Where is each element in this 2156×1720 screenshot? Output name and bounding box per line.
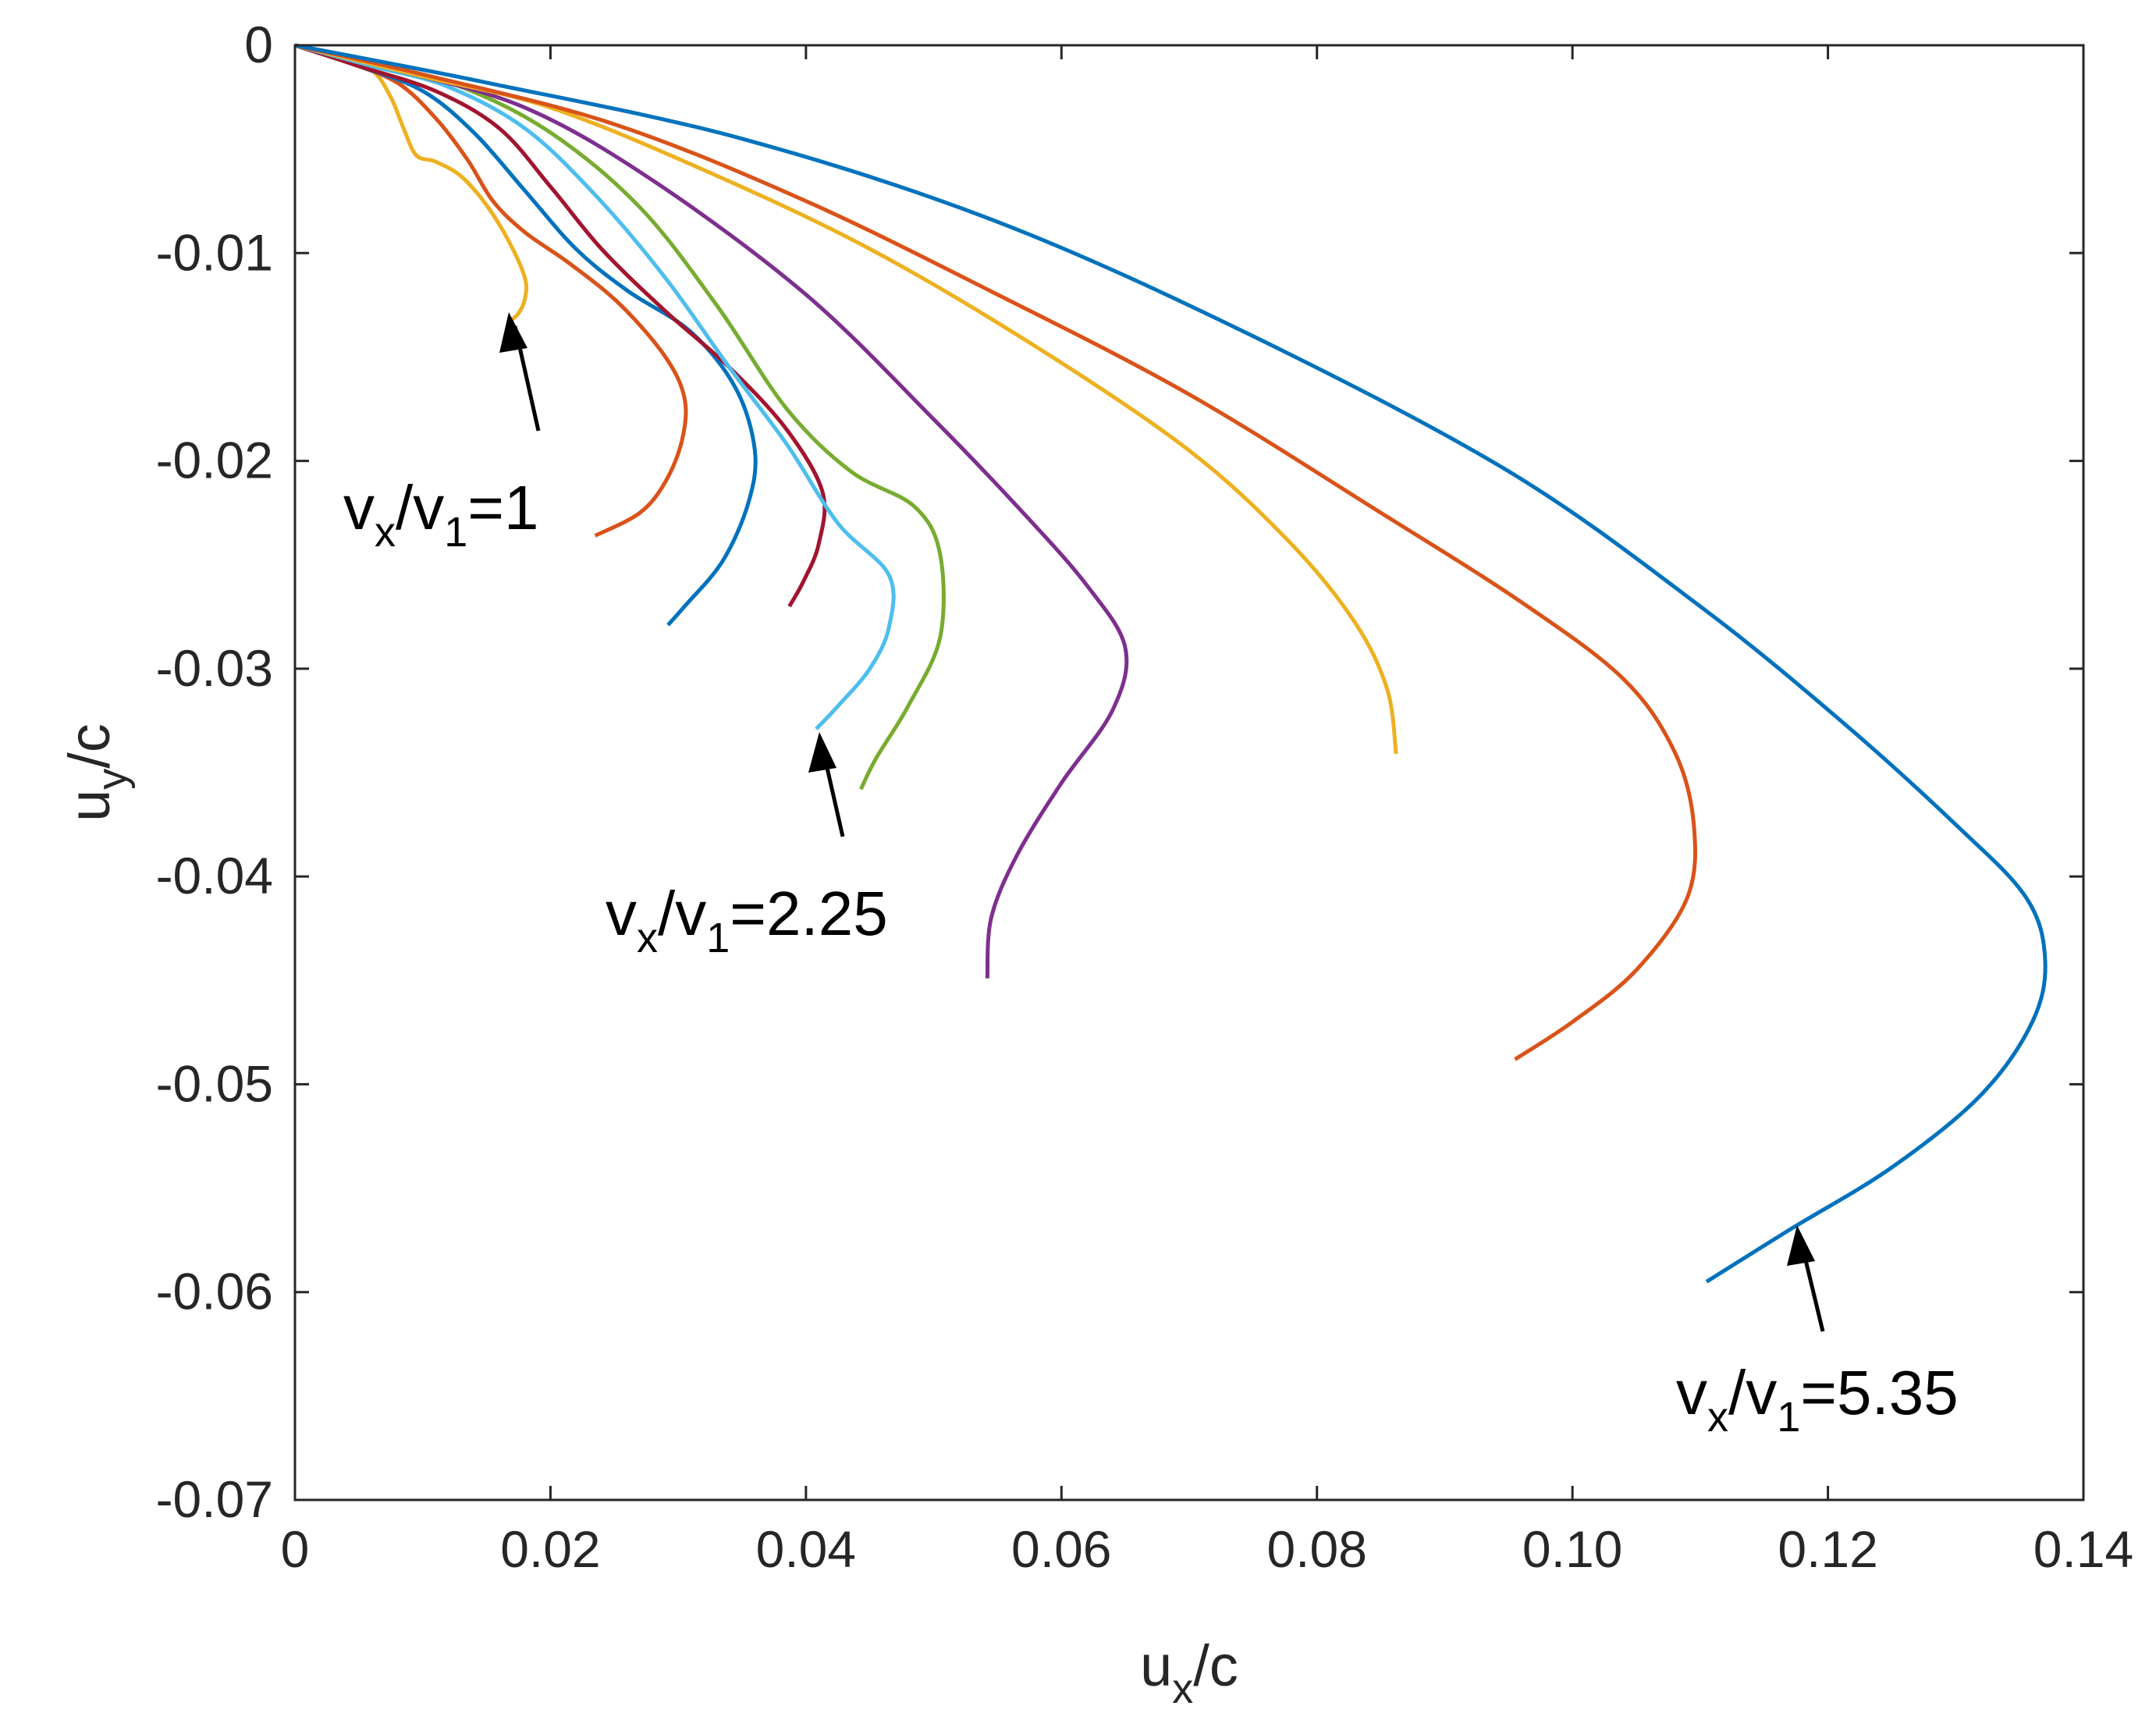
x-tick-label-4: 0.08 [1266,1520,1366,1578]
y-axis-label-suffix: /c [57,723,122,769]
series-line-9 [294,43,1698,1061]
annotation-3-base: v [1676,1358,1707,1427]
plot-area [293,44,2085,1501]
annotation-label-3: vx/v1=5.35 [1676,1358,1959,1441]
annotation-3-mid: /v [1728,1358,1777,1427]
annotation-arrowhead-2 [808,732,836,773]
x-axis-label-suffix: /c [1193,1633,1238,1698]
annotation-1-sub2: 1 [444,509,467,556]
annotation-2-base: v [606,879,637,948]
series-line-7 [294,43,1129,979]
series-line-5 [294,43,896,730]
x-tick-label-0: 0 [281,1520,310,1578]
series-line-3 [294,43,758,627]
y-axis-label-base: u [57,790,122,822]
y-tick-label-2: -0.02 [156,432,273,489]
x-axis-label: ux/c [1140,1633,1238,1712]
annotation-2-mid: /v [658,879,706,948]
series-line-2 [294,43,688,538]
y-tick-label-3: -0.03 [156,639,273,697]
series-line-4 [294,43,827,608]
annotation-1-sub1: x [375,509,396,556]
y-tick-label-0: 0 [244,16,273,73]
y-tick-label-1: -0.01 [156,223,273,281]
annotation-2-suffix: =2.25 [730,879,887,948]
x-axis-label-sub: x [1172,1665,1193,1712]
x-tick-label-7: 0.14 [2033,1520,2133,1578]
annotation-3-sub1: x [1707,1394,1728,1441]
x-tick-label-2: 0.04 [756,1520,856,1578]
annotation-3-sub2: 1 [1777,1394,1800,1441]
x-tick-label-6: 0.12 [1778,1520,1877,1578]
y-tick-label-7: -0.07 [156,1470,273,1528]
x-axis-label-base: u [1140,1633,1172,1698]
series-line-10 [294,43,2048,1284]
y-axis-label: uy/c [57,723,136,822]
x-tick-label-1: 0.02 [500,1520,600,1578]
x-tick-label-5: 0.10 [1522,1520,1622,1578]
series-group [294,43,2048,1284]
annotation-label-2: vx/v1=2.25 [606,879,888,961]
annotation-2-sub1: x [637,915,658,961]
y-axis-label-sub: y [89,769,136,790]
x-tick-label-3: 0.06 [1011,1520,1111,1578]
annotation-2-sub2: 1 [706,915,730,961]
y-tick-label-5: -0.05 [156,1054,273,1112]
annotation-1-base: v [343,473,375,542]
annotation-label-1: vx/v1=1 [343,473,539,556]
y-tick-label-4: -0.04 [156,847,273,904]
annotation-1-mid: /v [396,473,444,542]
annotation-arrowhead-3 [1787,1225,1815,1266]
y-tick-label-6: -0.06 [156,1263,273,1320]
annotation-arrowhead-1 [499,312,527,353]
annotation-1-suffix: =1 [467,473,538,542]
ticks-group: 0 0.02 0.04 0.06 0.08 0.10 0.12 0.14 0 -0.01 -0.02… [156,16,2134,1578]
annotation-3-suffix: =5.35 [1800,1358,1958,1427]
